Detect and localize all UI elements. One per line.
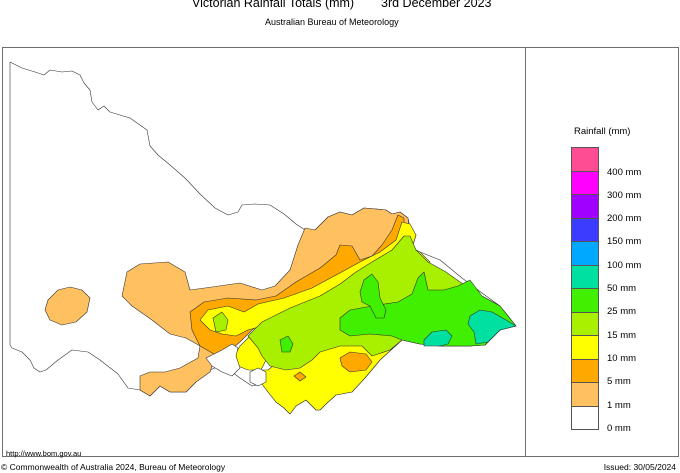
legend-swatch-5 <box>571 359 599 383</box>
legend-swatch-400 <box>571 147 599 172</box>
map-title-text: Victorian Rainfall Totals (mm) <box>192 0 355 10</box>
legend-title: Rainfall (mm) <box>574 126 631 137</box>
legend-swatch-10 <box>571 336 599 360</box>
contour-1mm-west <box>44 286 91 326</box>
contour-50mm-east <box>467 309 517 345</box>
legend-label: 10 mm <box>607 353 637 364</box>
contour-5mm-small <box>293 371 307 382</box>
legend-swatch-200 <box>571 195 599 219</box>
issued-date: Issued: 30/05/2024 <box>603 462 676 472</box>
contour-15mm-west <box>212 311 229 333</box>
contour-25mm-small <box>279 335 294 353</box>
legend-label: 50 mm <box>607 283 637 294</box>
contour-25mm-north <box>359 273 387 319</box>
legend-label: 5 mm <box>607 376 631 387</box>
legend-label: 15 mm <box>607 330 637 341</box>
legend-swatch-150 <box>571 218 599 242</box>
legend-label: 150 mm <box>607 236 642 247</box>
contour-5mm-south <box>339 351 373 373</box>
legend-swatch-0 <box>571 406 599 430</box>
legend-label: 300 mm <box>607 190 642 201</box>
port-phillip-bay <box>205 343 241 377</box>
legend-swatch-25 <box>571 289 599 313</box>
legend-label: 400 mm <box>607 167 642 178</box>
map-date: 3rd December 2023 <box>381 0 492 10</box>
legend-swatch-50 <box>571 265 599 289</box>
legend-label: 25 mm <box>607 306 637 317</box>
map-subtitle: Australian Bureau of Meteorology <box>265 17 399 27</box>
copyright-notice: © Commonwealth of Australia 2024, Bureau… <box>1 462 226 472</box>
legend-label: 1 mm <box>607 400 631 411</box>
bom-url[interactable]: http://www.bom.gov.au <box>6 449 82 458</box>
legend-swatch-1 <box>571 383 599 407</box>
legend-swatch-100 <box>571 242 599 266</box>
legend-color-bar <box>571 147 599 430</box>
legend-label: 200 mm <box>607 213 642 224</box>
rainfall-map <box>9 61 517 415</box>
legend-swatch-15 <box>571 312 599 336</box>
western-port <box>249 367 267 387</box>
legend-label: 0 mm <box>607 423 631 434</box>
legend-label: 100 mm <box>607 260 642 271</box>
map-title: Victorian Rainfall Totals (mm) 3rd Decem… <box>0 0 680 12</box>
contour-50mm-south <box>423 329 453 347</box>
legend-frame <box>526 47 679 457</box>
legend-swatch-300 <box>571 171 599 195</box>
